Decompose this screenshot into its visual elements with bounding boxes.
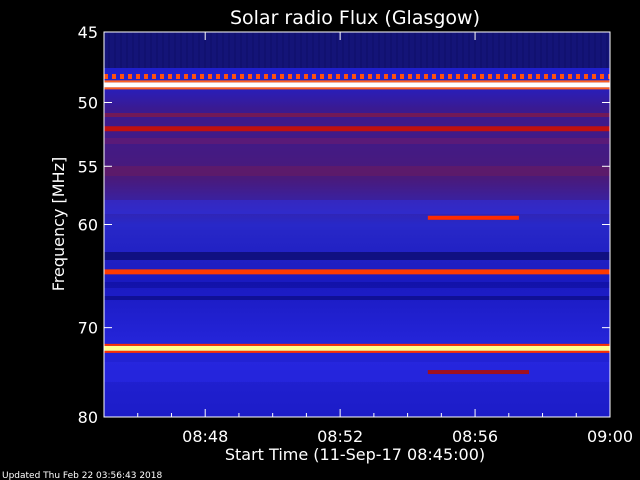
x-tick-label: 08:48 (182, 427, 228, 446)
plot-background (104, 32, 610, 417)
y-tick-label: 70 (78, 319, 98, 338)
noise-row (104, 200, 610, 214)
y-tick-label: 50 (78, 94, 98, 113)
y-axis: 45 50 55 60 70 80 (78, 23, 610, 427)
updated-timestamp: Updated Thu Feb 22 03:56:43 2018 (2, 471, 163, 480)
emission-band (104, 345, 610, 351)
noise-row (104, 166, 610, 176)
chart-title: Solar radio Flux (Glasgow) (230, 7, 480, 29)
plot-area (103, 31, 611, 418)
emission-band (104, 126, 610, 132)
x-tick-label: 09:00 (587, 427, 633, 446)
y-tick-label: 80 (78, 408, 98, 427)
y-axis-label: Frequency [MHz] (49, 157, 68, 291)
burst-feature (427, 215, 519, 220)
x-tick-label: 08:56 (452, 427, 498, 446)
emission-band-edge (104, 350, 610, 353)
noise-row (104, 138, 610, 144)
y-tick-label: 55 (78, 157, 98, 176)
noise-row (104, 113, 610, 117)
emission-band (104, 82, 610, 88)
x-axis-label: Start Time (11-Sep-17 08:45:00) (225, 445, 485, 464)
emission-band-edge (104, 343, 610, 346)
top-noise-texture (104, 32, 610, 68)
noise-row (104, 252, 610, 260)
noise-row (104, 296, 610, 300)
noise-row (104, 362, 610, 382)
y-tick-label: 60 (78, 216, 98, 235)
emission-band-edge (104, 87, 610, 90)
burst-feature (427, 370, 530, 375)
y-tick-label: 45 (78, 23, 98, 42)
dashed-band (104, 74, 610, 79)
emission-band (104, 269, 610, 275)
x-axis: 08:48 08:52 08:56 09:00 (137, 32, 633, 446)
noise-row (104, 282, 610, 288)
emission-band-edge (104, 80, 610, 83)
x-tick-label: 08:52 (317, 427, 363, 446)
